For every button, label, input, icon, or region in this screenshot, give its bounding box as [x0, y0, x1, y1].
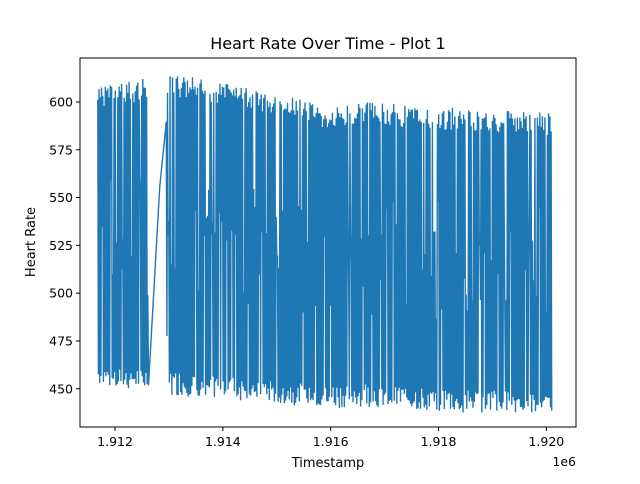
y-tick-label: 600 — [49, 94, 73, 109]
y-tick-label: 450 — [49, 381, 73, 396]
y-axis-label: Heart Rate — [24, 207, 39, 277]
x-tick-label: 1.912 — [97, 434, 133, 449]
x-tick-label: 1.918 — [421, 434, 457, 449]
y-tick-label: 500 — [49, 286, 73, 301]
y-tick-label: 525 — [49, 238, 73, 253]
x-axis-label: Timestamp — [291, 456, 365, 471]
y-tick-label: 475 — [49, 333, 73, 348]
y-tick-label: 575 — [49, 142, 73, 157]
x-tick-label: 1.916 — [313, 434, 349, 449]
y-tick-label: 550 — [49, 190, 73, 205]
axes-frame — [79, 57, 577, 428]
plot-area — [97, 76, 553, 413]
x-axis-offset-label: 1e6 — [552, 454, 576, 469]
x-axis: 1.912 1.914 1.916 1.918 1.920 — [97, 427, 564, 449]
x-tick-label: 1.914 — [205, 434, 241, 449]
x-tick-label: 1.920 — [528, 434, 564, 449]
heart-rate-series-line — [97, 76, 553, 413]
y-axis: 450 475 500 525 550 575 600 — [49, 94, 80, 396]
chart-title: Heart Rate Over Time - Plot 1 — [210, 34, 445, 53]
